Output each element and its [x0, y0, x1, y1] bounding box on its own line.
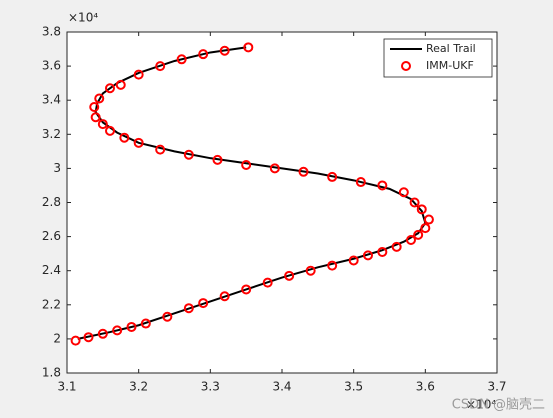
estimate-marker [377, 180, 388, 191]
x-tick-label: 3.7 [487, 380, 506, 394]
watermark: CSDN @脑壳二 [452, 398, 545, 413]
x-tick-label: 3.1 [57, 380, 76, 394]
estimate-marker [241, 284, 252, 295]
estimate-marker [133, 69, 144, 80]
estimate-marker [140, 318, 151, 329]
estimate-marker [409, 197, 420, 208]
x-tick-label: 3.3 [201, 380, 220, 394]
estimate-marker [298, 166, 309, 177]
estimate-marker [112, 325, 123, 336]
estimate-marker [284, 270, 295, 281]
estimate-marker [115, 79, 126, 90]
estimate-marker [398, 187, 409, 198]
estimate-marker [198, 49, 209, 60]
estimate-marker [89, 102, 100, 113]
estimate-marker [327, 260, 338, 271]
estimate-marker [219, 291, 230, 302]
y-tick-label: 3.2 [42, 127, 61, 141]
estimate-marker [391, 241, 402, 252]
estimate-marker [155, 144, 166, 155]
x-tick-label: 3.2 [129, 380, 148, 394]
estimate-marker [327, 171, 338, 182]
x-exponent: ×10⁴ [466, 398, 496, 412]
legend-box [383, 38, 493, 78]
y-tick-label: 3.4 [42, 93, 61, 107]
y-tick-label: 3.8 [42, 25, 61, 39]
estimate-marker [269, 163, 280, 174]
estimate-marker [241, 159, 252, 170]
estimate-marker [420, 223, 431, 234]
x-tick-label: 3.6 [416, 380, 435, 394]
y-tick-label: 3 [53, 161, 61, 175]
y-tick-label: 2 [53, 331, 61, 345]
estimate-marker [183, 149, 194, 160]
estimate-marker [119, 132, 130, 143]
x-tick-label: 3.4 [272, 380, 291, 394]
y-tick-label: 2.4 [42, 263, 61, 277]
estimate-marker [413, 229, 424, 240]
estimate-marker [97, 328, 108, 339]
estimate-marker [243, 42, 254, 53]
estimate-marker [105, 125, 115, 136]
legend-label: Real Trail [426, 42, 476, 55]
legend-label: IMM-UKF [426, 59, 474, 72]
estimate-marker [423, 214, 434, 225]
estimate-marker [90, 112, 101, 123]
estimate-marker [198, 298, 209, 309]
y-exponent: ×10⁴ [68, 11, 98, 25]
legend-marker [401, 61, 411, 71]
estimate-marker [162, 311, 173, 322]
estimate-marker [363, 250, 373, 261]
estimate-marker [83, 332, 94, 343]
estimate-marker [155, 61, 166, 72]
trail-line [77, 46, 427, 340]
estimate-marker [126, 321, 137, 332]
x-tick-label: 3.5 [344, 380, 363, 394]
estimate-marker [183, 303, 194, 314]
estimate-marker [133, 137, 144, 148]
estimate-marker [348, 255, 359, 266]
estimate-marker [212, 154, 223, 165]
estimate-marker [377, 246, 388, 257]
estimate-marker [105, 83, 115, 94]
y-tick-label: 2.2 [42, 297, 61, 311]
estimate-marker [176, 54, 187, 65]
estimate-marker [416, 204, 427, 215]
estimate-marker [262, 277, 273, 288]
estimate-marker [70, 335, 81, 346]
y-tick-label: 1.8 [42, 366, 61, 380]
estimate-marker [305, 265, 316, 276]
y-tick-label: 3.6 [42, 59, 61, 73]
y-tick-label: 2.6 [42, 229, 61, 243]
axes-background [67, 32, 497, 373]
estimate-marker [97, 119, 108, 130]
axes-box [66, 31, 498, 374]
estimate-marker [355, 177, 366, 188]
y-tick-label: 2.8 [42, 195, 61, 209]
estimate-marker [219, 45, 230, 56]
estimate-marker [94, 93, 105, 104]
estimate-marker [406, 235, 416, 246]
